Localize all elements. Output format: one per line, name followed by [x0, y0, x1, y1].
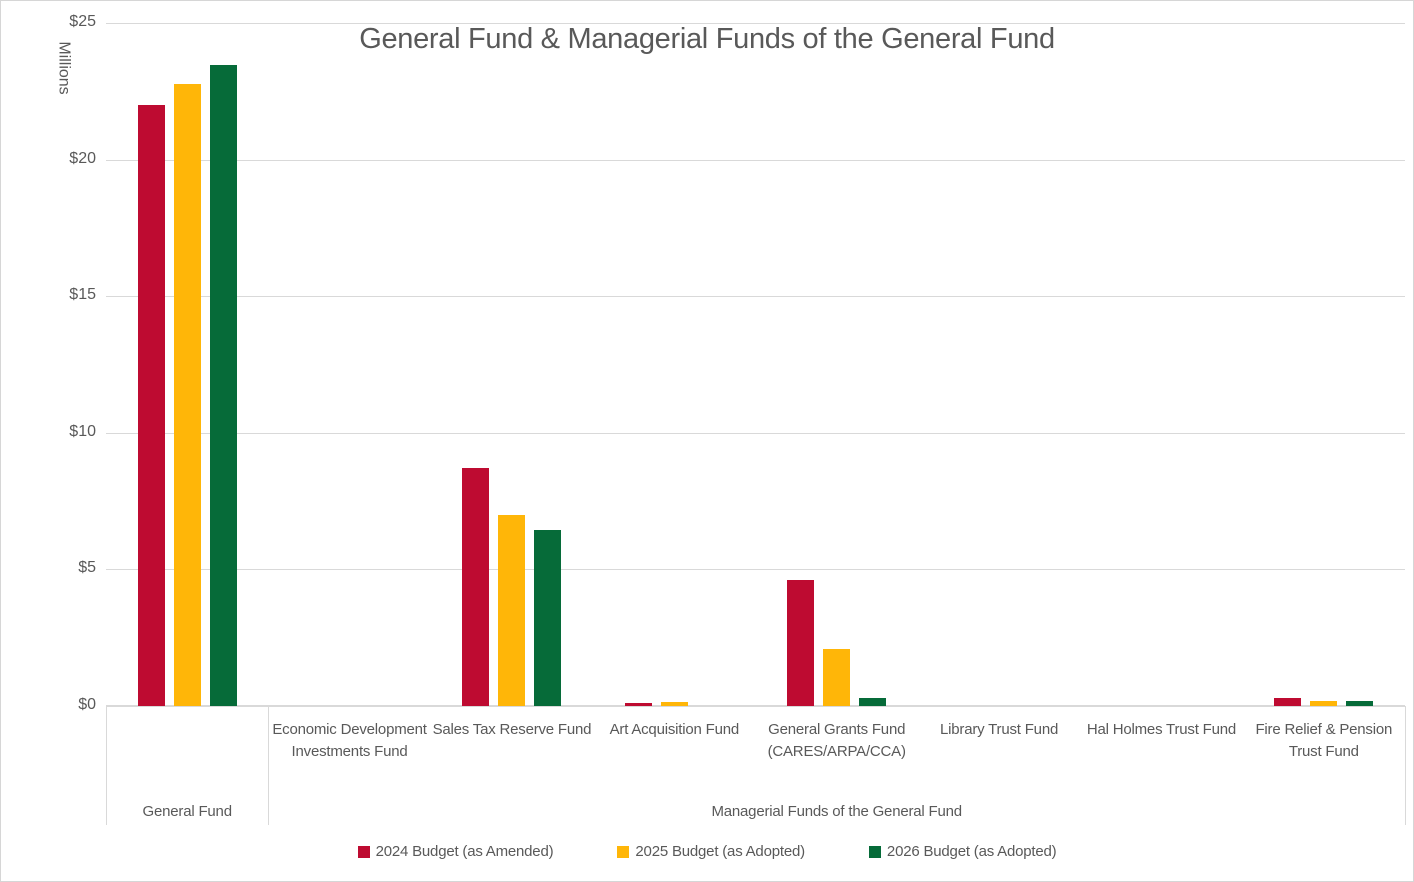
y-tick-label: $10 — [69, 422, 96, 440]
legend-item: 2025 Budget (as Adopted) — [617, 843, 805, 860]
bar — [498, 514, 526, 706]
bar — [624, 703, 652, 706]
legend-swatch — [357, 845, 370, 858]
group-separator — [268, 706, 270, 825]
legend-swatch — [868, 845, 881, 858]
gridline — [106, 296, 1405, 298]
legend: 2024 Budget (as Amended) 2025 Budget (as … — [1, 843, 1413, 860]
legend-label: 2025 Budget (as Adopted) — [635, 843, 805, 860]
legend-label: 2024 Budget (as Amended) — [375, 843, 554, 860]
bar — [1346, 700, 1374, 706]
bar — [462, 468, 490, 706]
chart-title: General Fund & Managerial Funds of the G… — [359, 23, 1055, 55]
category-label: Economic Development Investments Fund — [272, 721, 427, 760]
bar — [660, 701, 688, 706]
group-label: Managerial Funds of the General Fund — [711, 803, 962, 820]
category-label: Hal Holmes Trust Fund — [1086, 721, 1237, 738]
legend-item: 2024 Budget (as Amended) — [357, 843, 554, 860]
y-tick-label: $5 — [78, 559, 96, 577]
y-axis-unit-label: Millions — [55, 41, 73, 95]
gridline — [106, 23, 1405, 24]
legend-label: 2026 Budget (as Adopted) — [886, 843, 1057, 860]
gridline — [106, 569, 1405, 571]
category-label: General Grants Fund (CARES/ARPA/CCA) — [767, 721, 906, 760]
y-tick-label: $0 — [78, 696, 96, 713]
legend-item: 2026 Budget (as Adopted) — [868, 843, 1057, 860]
bar — [1274, 697, 1302, 706]
gridline — [106, 159, 1405, 161]
bar — [823, 648, 851, 706]
category-label: Sales Tax Reserve Fund — [432, 721, 592, 738]
bar — [859, 697, 887, 706]
group-separator — [106, 706, 107, 825]
category-label: Fire Relief & Pension Trust Fund — [1255, 721, 1393, 760]
bar — [1310, 700, 1338, 706]
category-label: Library Trust Fund — [940, 721, 1059, 738]
x-axis-line — [106, 705, 1405, 707]
y-tick-label: $20 — [69, 149, 96, 167]
bar — [787, 580, 815, 706]
bar — [534, 529, 562, 706]
gridline — [106, 432, 1405, 434]
group-label: General Fund — [142, 803, 233, 820]
category-label: Art Acquisition Fund — [609, 721, 740, 738]
group-separator — [1405, 706, 1406, 825]
legend-swatch — [617, 845, 630, 858]
bar — [137, 104, 165, 706]
y-tick-label: $25 — [69, 13, 96, 30]
bar — [209, 65, 237, 706]
bar — [173, 84, 201, 706]
y-tick-label: $15 — [69, 286, 96, 304]
